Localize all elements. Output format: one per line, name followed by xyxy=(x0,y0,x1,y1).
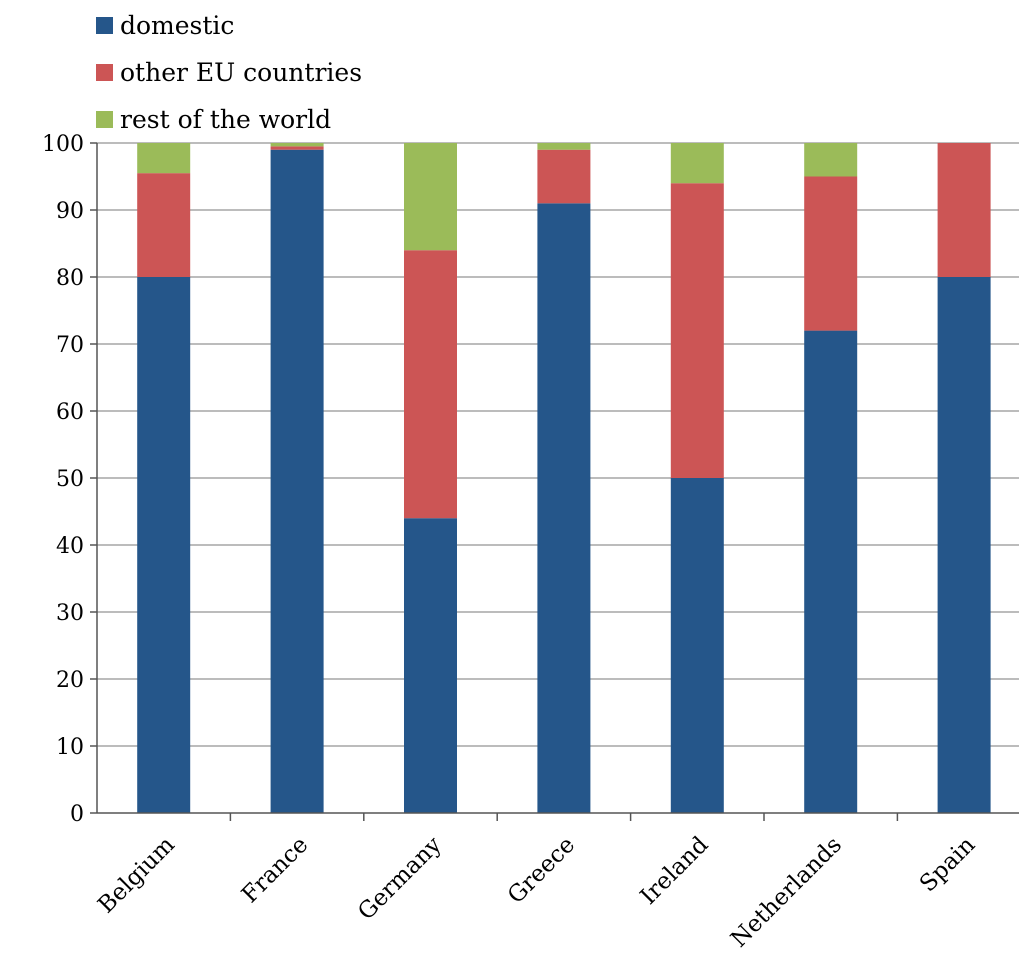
y-tick-label: 20 xyxy=(56,668,84,693)
bar-segment xyxy=(270,146,324,150)
bar-segment xyxy=(270,143,324,147)
y-tick-label: 90 xyxy=(56,199,84,224)
x-tick-label: Ireland xyxy=(636,832,714,910)
legend-swatch xyxy=(96,111,113,128)
y-tick-label: 70 xyxy=(56,333,84,358)
bar-segment xyxy=(670,478,724,813)
bar-segment xyxy=(270,149,324,813)
bar-segment xyxy=(937,277,991,813)
bar-segment xyxy=(137,277,191,813)
x-tick-label: Germany xyxy=(353,832,447,926)
y-tick-label: 40 xyxy=(56,534,84,559)
bar-segment xyxy=(537,149,591,204)
x-tick-label: France xyxy=(237,832,313,908)
legend-swatch xyxy=(96,17,113,34)
legend: domestic other EU countries rest of the wo… xyxy=(96,11,362,134)
bar-segment xyxy=(804,330,858,813)
y-tick-label: 60 xyxy=(56,400,84,425)
legend-label: other EU countries xyxy=(120,58,362,87)
x-tick-label: Netherlands xyxy=(726,832,847,953)
bar-segment xyxy=(137,173,191,277)
bar-segment xyxy=(137,143,191,174)
legend-label: domestic xyxy=(120,11,234,40)
y-tick-label: 100 xyxy=(42,132,84,157)
bar-segment xyxy=(537,203,591,814)
y-tick-label: 80 xyxy=(56,266,84,291)
bar-segment xyxy=(670,183,724,478)
y-tick-label: 0 xyxy=(70,802,84,827)
bar-segment xyxy=(404,143,457,251)
y-tick-labels: 0 10 20 30 40 50 60 70 80 90 100 xyxy=(42,132,84,827)
y-tick-label: 30 xyxy=(56,601,84,626)
bar-segment xyxy=(404,250,457,519)
bar-segment xyxy=(804,176,858,331)
bars xyxy=(137,143,991,814)
bar-segment xyxy=(537,143,591,150)
x-tick-label: Belgium xyxy=(93,832,180,919)
bar-segment xyxy=(937,143,991,277)
legend-label: rest of the world xyxy=(120,105,331,134)
x-tick-labels: Belgium France Germany Greece Ireland Netherl… xyxy=(93,832,980,953)
x-tick-label: Spain xyxy=(915,832,980,897)
x-tick-label: Greece xyxy=(503,832,580,909)
y-tick-label: 10 xyxy=(56,735,84,760)
bar-segment xyxy=(404,518,457,813)
axes xyxy=(90,142,1019,821)
legend-swatch xyxy=(96,64,113,81)
y-tick-label: 50 xyxy=(56,467,84,492)
bar-segment xyxy=(670,143,724,184)
bar-segment xyxy=(804,143,858,177)
